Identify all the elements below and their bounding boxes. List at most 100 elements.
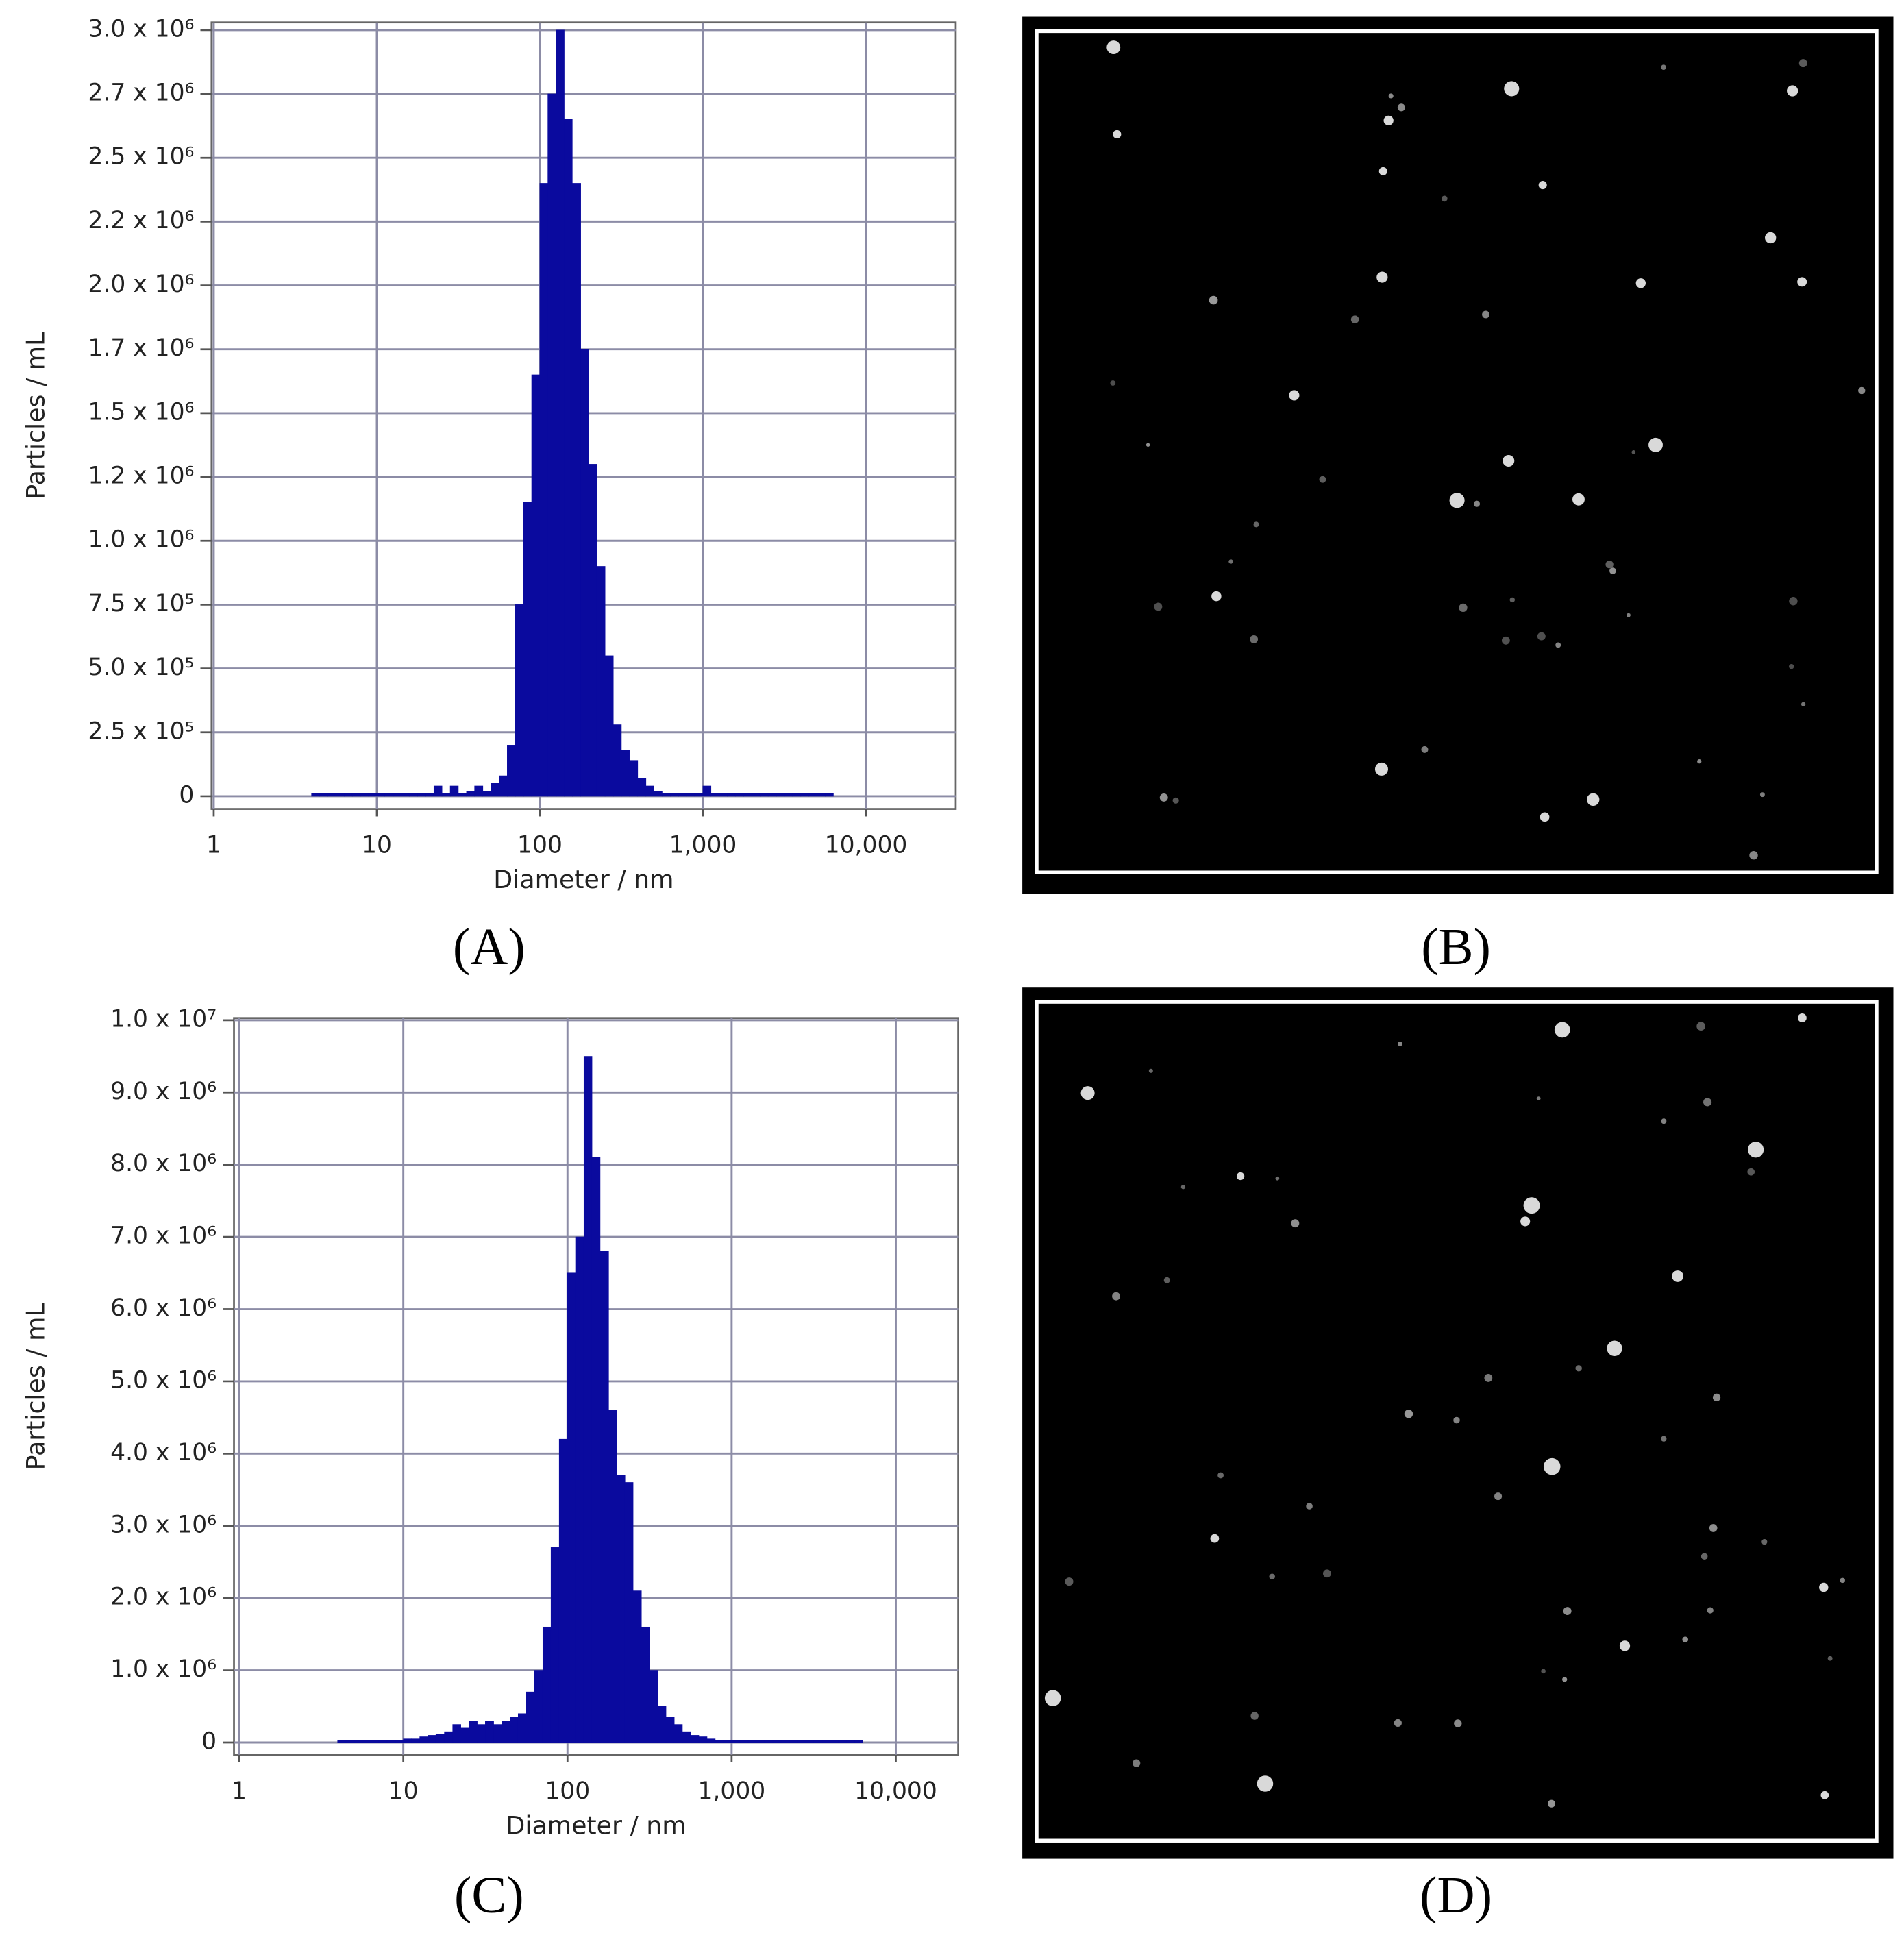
bar [686,793,695,797]
particle [1787,85,1798,97]
particle [1696,1022,1705,1031]
x-tick-label: 10 [388,1777,419,1805]
particle [1635,278,1646,288]
y-tick-label: 2.5 x 10⁵ [88,717,194,745]
bar [556,29,565,797]
bar [311,793,321,797]
particle [1044,1690,1061,1706]
image-border [1035,1000,1879,1843]
y-tick-label: 4.0 x 10⁶ [110,1439,217,1466]
particle [1797,277,1807,287]
bar [662,793,671,797]
particle [1350,315,1359,323]
y-tick-label: 1.2 x 10⁶ [88,463,194,490]
particle [1547,1799,1556,1808]
bar [719,793,728,797]
particle [1609,567,1616,574]
particle [1257,1775,1274,1792]
particle [1747,1168,1755,1176]
panel-label: (A) [453,918,526,976]
particle [1661,1118,1667,1124]
bar [617,1475,626,1743]
particle [1504,81,1520,97]
particle [1209,295,1218,305]
bar [808,793,817,797]
bar [591,1157,601,1743]
particle [1761,1539,1768,1545]
particle [1538,181,1547,190]
bar [393,793,401,797]
bar [384,793,394,797]
particle [1789,597,1798,606]
bar [386,1740,396,1743]
bar [797,1740,806,1743]
bar [673,1724,683,1743]
image-b [1022,16,1894,894]
particle [1146,443,1150,447]
particle [1587,793,1600,807]
bar [637,778,647,797]
chart: 0 2.5 x 10⁵ 5.0 x 10⁵ 7.5 x 10⁵ 1.0 x 10⁶ 1.2… [21,15,957,894]
particle [1572,493,1585,506]
x-axis-title: Diameter / nm [506,1810,686,1840]
bar [759,793,769,797]
y-axis-title: Particles / mL [21,332,51,500]
particle [1627,613,1631,617]
bar [599,1251,609,1743]
bar [846,1740,855,1743]
bar [419,1736,428,1743]
particle-field [1044,1013,1845,1808]
bar [596,566,606,797]
bar [678,793,687,797]
bar [575,1236,584,1743]
particle [1394,1719,1402,1727]
particle [1289,390,1300,401]
particle [1217,1472,1224,1479]
bar [523,502,532,797]
bar [772,1740,782,1743]
y-tick-label: 1.0 x 10⁶ [110,1656,217,1683]
particle [1541,1669,1546,1674]
particle [1501,636,1510,645]
bar [739,1740,749,1743]
bar [510,1717,519,1743]
y-tick-label: 1.5 x 10⁶ [88,398,194,426]
bar [493,1724,502,1743]
particle [1459,603,1468,613]
x-tick-label: 10,000 [854,1777,937,1805]
particle-field [1106,40,1866,860]
y-tick-label: 2.5 x 10⁶ [88,143,194,171]
particle [1376,271,1388,283]
bar [319,793,328,797]
particle [1798,59,1807,68]
particle [1819,1582,1829,1592]
y-tick-label: 7.5 x 10⁵ [88,590,194,617]
bar [767,793,777,797]
particle [1827,1656,1833,1661]
bar [784,793,793,797]
particle [1563,1607,1572,1616]
bar [534,1670,543,1743]
bar [539,183,549,797]
bar [752,793,761,797]
bar [435,1733,445,1743]
bar [474,785,484,797]
bar [613,724,622,797]
particle [1619,1640,1631,1651]
particle [1748,1142,1764,1158]
y-tick-label: 2.0 x 10⁶ [110,1584,217,1611]
bar [654,791,663,797]
image-d [1022,987,1894,1859]
bar [336,793,345,797]
particle [1210,1534,1220,1543]
y-tick-label: 0 [179,781,194,809]
bar [571,183,581,797]
particle [1397,103,1405,112]
bar [817,793,826,797]
x-tick-label: 1 [232,1777,247,1805]
particle [1605,561,1614,569]
bar [734,793,744,797]
bar [825,793,834,797]
y-tick-label: 7.0 x 10⁶ [110,1222,217,1250]
particle [1537,632,1546,641]
